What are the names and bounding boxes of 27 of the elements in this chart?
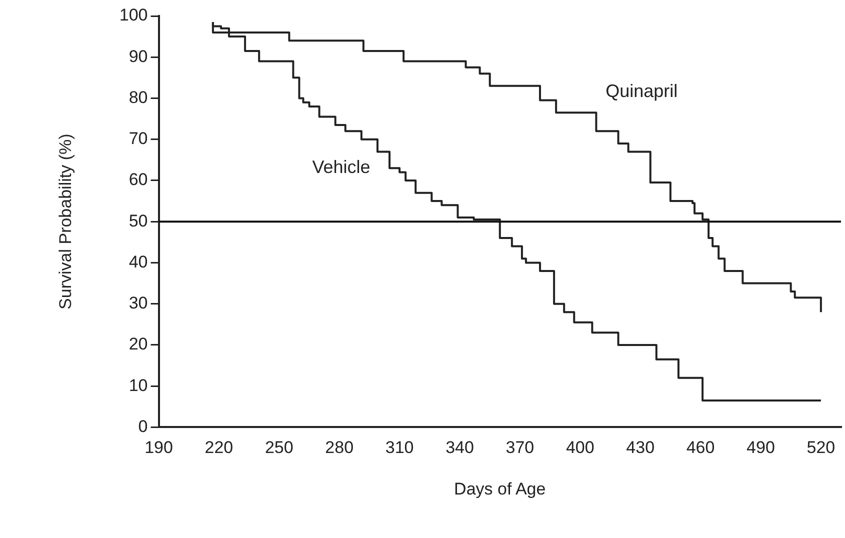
y-tick-label: 30	[128, 294, 148, 313]
y-tick-label: 60	[128, 170, 148, 190]
y-tick-label: 80	[128, 88, 148, 107]
x-tick-label: 490	[746, 438, 775, 458]
x-tick-label: 250	[264, 438, 294, 458]
y-tick-label: 20	[128, 334, 148, 354]
y-tick-label: 90	[128, 46, 148, 66]
x-tick-label: 340	[446, 438, 474, 458]
y-tick-label: 40	[128, 252, 148, 272]
x-tick-label: 190	[144, 438, 173, 458]
x-tick-label: 520	[806, 438, 836, 458]
x-tick-label: 220	[204, 438, 234, 458]
series-label: Vehicle	[312, 157, 370, 178]
y-tick-label: 0	[138, 416, 148, 436]
y-tick-label: 100	[119, 6, 148, 25]
x-tick-label: 280	[325, 438, 354, 458]
y-tick-label: 10	[128, 376, 148, 395]
x-tick-label: 400	[566, 438, 594, 458]
series-label: Quinapril	[606, 81, 678, 102]
x-tick-label: 460	[686, 438, 715, 458]
y-tick-label: 50	[128, 211, 148, 230]
x-tick-label: 430	[626, 438, 655, 458]
y-tick-label: 70	[128, 129, 148, 148]
x-tick-label: 370	[506, 438, 534, 458]
x-tick-label: 310	[385, 438, 414, 458]
y-axis-title: Survival Probability (%)	[56, 134, 75, 310]
x-axis-title: Days of Age	[454, 479, 546, 498]
